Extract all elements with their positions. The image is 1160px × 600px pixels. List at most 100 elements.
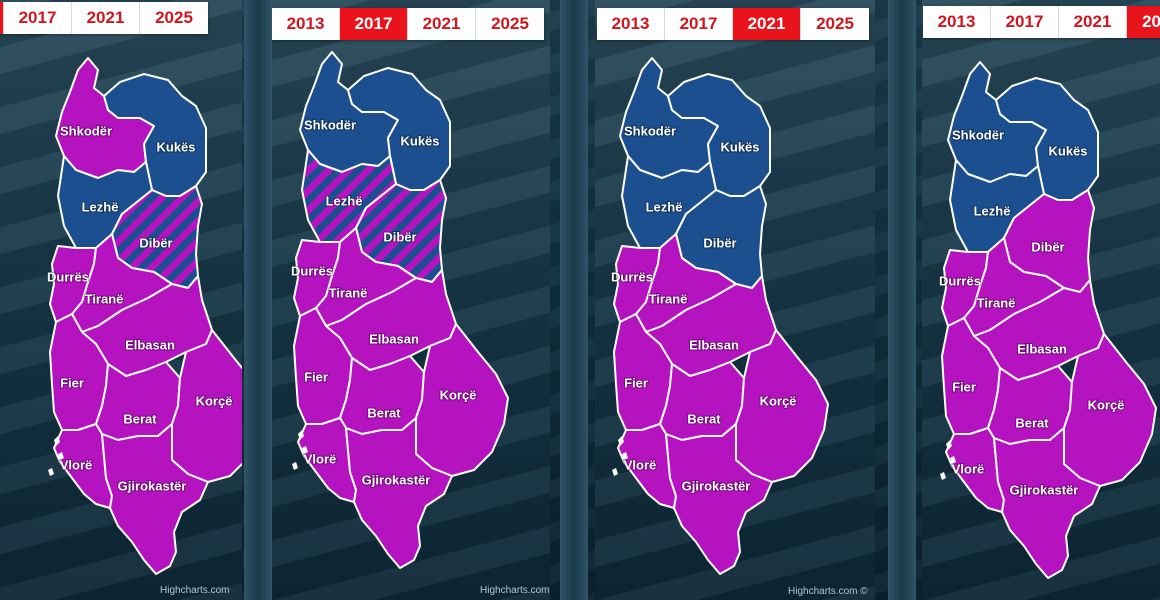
region-label-vlore: Vlorë (304, 451, 337, 466)
region-label-lezhe: Lezhë (82, 199, 119, 214)
map-panel-2017: Shkodër Kukës Lezhë Dibër Durrës Tiranë Elbasa… (272, 0, 550, 600)
region-label-kukes: Kukës (1048, 143, 1087, 158)
tab-2025[interactable]: 2025 (1127, 6, 1160, 38)
region-label-elbasan: Elbasan (125, 337, 175, 352)
region-label-berat: Berat (1015, 415, 1049, 430)
region-gjirokaster[interactable] (665, 423, 773, 575)
region-gjirokaster[interactable] (101, 423, 209, 575)
highcharts-credit[interactable]: Highcharts.com (160, 585, 230, 596)
region-label-kukes: Kukës (720, 139, 759, 154)
region-label-tirane: Tiranë (85, 291, 124, 306)
tab-2013[interactable]: 2013 (597, 8, 665, 40)
island-shape (54, 436, 60, 446)
highcharts-credit[interactable]: Highcharts.com © (788, 586, 868, 597)
region-label-shkoder: Shkodër (624, 123, 676, 138)
region-label-tirane: Tiranë (329, 285, 368, 300)
region-label-durres: Durrës (291, 263, 333, 278)
region-label-kukes: Kukës (400, 133, 439, 148)
region-label-fier: Fier (60, 375, 84, 390)
island-shape (622, 452, 628, 460)
region-label-diber: Dibër (1031, 239, 1064, 254)
tab-2013[interactable]: 2013 (272, 8, 340, 40)
region-label-durres: Durrës (939, 273, 981, 288)
map-panel-2025: Shkodër Kukës Lezhë Dibër Durrës Tiranë Elbasa… (922, 0, 1160, 600)
albania-map: Shkodër Kukës Lezhë Dibër Durrës Tiranë Elbasa… (938, 61, 1157, 579)
tab-2021[interactable]: 2021 (72, 2, 140, 34)
tab-2025[interactable]: 2025 (155, 8, 193, 27)
albania-map: Shkodër Kukës Lezhë Dibër Durrës Tiranë Elbasa… (610, 57, 829, 575)
region-label-elbasan: Elbasan (689, 337, 739, 352)
region-label-gjirokaster: Gjirokastër (362, 472, 431, 487)
region-gjirokaster[interactable] (345, 417, 453, 569)
region-label-vlore: Vlorë (624, 457, 657, 472)
region-label-korce: Korçë (196, 393, 233, 408)
map-panel-2013: Shkodër Kukës Lezhë Dibër Durrës Tiranë Elbasa… (0, 0, 242, 600)
region-korce[interactable] (171, 329, 242, 483)
region-label-fier: Fier (304, 369, 328, 384)
tab-2013[interactable]: 2013 (0, 2, 4, 34)
region-label-gjirokaster: Gjirokastër (1010, 482, 1079, 497)
tab-2017[interactable]: 2017 (4, 2, 72, 34)
region-label-elbasan: Elbasan (369, 331, 419, 346)
tab-2021[interactable]: 2021 (1059, 6, 1127, 38)
region-label-berat: Berat (123, 411, 157, 426)
region-label-korce: Korçë (760, 393, 797, 408)
albania-map: Shkodër Kukës Lezhë Dibër Durrës Tiranë Elbasa… (290, 51, 509, 569)
region-label-diber: Dibër (703, 235, 736, 250)
tab-2021[interactable]: 2021 (733, 8, 801, 40)
region-label-shkoder: Shkodër (952, 127, 1004, 142)
island-shape (292, 462, 298, 470)
tab-2017[interactable]: 2017 (340, 8, 408, 40)
tab-2017[interactable]: 2017 (991, 6, 1059, 38)
region-label-lezhe: Lezhë (646, 199, 683, 214)
region-korce[interactable] (735, 329, 829, 483)
island-shape (618, 436, 624, 446)
island-shape (48, 468, 54, 476)
highcharts-credit[interactable]: Highcharts.com (480, 585, 550, 596)
region-label-kukes: Kukës (156, 139, 195, 154)
region-label-vlore: Vlorë (952, 461, 985, 476)
tab-2013[interactable]: 2013 (923, 6, 991, 38)
tab-2025[interactable]: 2025 (816, 14, 854, 33)
map-panel-2021: Shkodër Kukës Lezhë Dibër Durrës Tiranë Elbasa… (595, 0, 875, 600)
region-gjirokaster[interactable] (993, 427, 1101, 579)
region-korce[interactable] (1063, 333, 1157, 487)
panel-divider (888, 0, 916, 600)
region-label-korce: Korçë (440, 387, 477, 402)
island-shape (298, 430, 304, 440)
region-label-durres: Durrës (611, 269, 653, 284)
region-label-fier: Fier (952, 379, 976, 394)
region-label-vlore: Vlorë (60, 457, 93, 472)
island-shape (946, 440, 952, 450)
tab-2025[interactable]: 2025 (491, 14, 529, 33)
region-label-diber: Dibër (383, 229, 416, 244)
region-label-tirane: Tiranë (649, 291, 688, 306)
region-label-lezhe: Lezhë (326, 193, 363, 208)
tab-2017[interactable]: 2017 (665, 8, 733, 40)
region-label-berat: Berat (367, 405, 401, 420)
tab-2021[interactable]: 2021 (408, 8, 476, 40)
region-label-gjirokaster: Gjirokastër (118, 478, 187, 493)
region-korce[interactable] (415, 323, 509, 477)
region-label-fier: Fier (624, 375, 648, 390)
region-label-durres: Durrës (47, 269, 89, 284)
region-label-diber: Dibër (139, 235, 172, 250)
region-label-berat: Berat (687, 411, 721, 426)
region-label-gjirokaster: Gjirokastër (682, 478, 751, 493)
island-shape (58, 452, 64, 460)
panel-divider (244, 0, 272, 600)
region-label-shkoder: Shkodër (304, 117, 356, 132)
region-label-korce: Korçë (1088, 397, 1125, 412)
island-shape (940, 472, 946, 480)
albania-map: Shkodër Kukës Lezhë Dibër Durrës Tiranë Elbasa… (46, 57, 242, 575)
island-shape (950, 456, 956, 464)
region-label-elbasan: Elbasan (1017, 341, 1067, 356)
region-label-shkoder: Shkodër (60, 123, 112, 138)
region-label-lezhe: Lezhë (974, 203, 1011, 218)
island-shape (302, 446, 308, 454)
island-shape (612, 468, 618, 476)
